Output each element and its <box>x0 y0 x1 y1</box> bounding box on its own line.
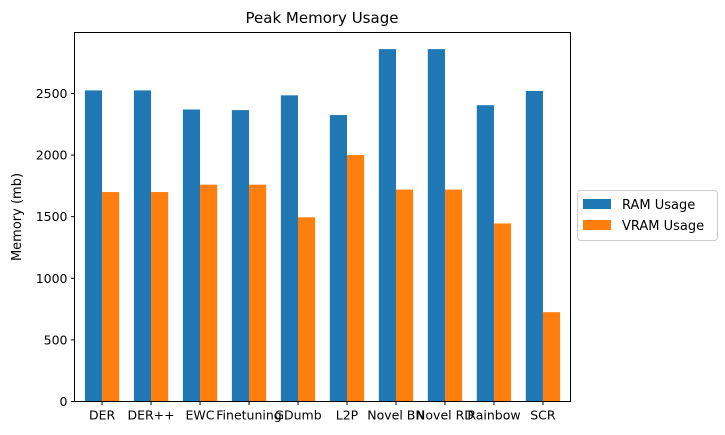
bar-ram-2 <box>182 109 201 402</box>
bar-ram-6 <box>378 49 396 402</box>
legend: RAM Usage VRAM Usage <box>577 190 718 241</box>
y-tick-label: 2500 <box>36 86 68 101</box>
y-axis-label: Memory (mb) <box>10 173 25 261</box>
y-tick-label: 2000 <box>36 148 68 163</box>
bar-ram-0 <box>84 90 103 402</box>
bar-ram-4 <box>280 95 299 402</box>
y-tick-label: 500 <box>44 332 68 347</box>
legend-swatch-vram <box>583 220 611 230</box>
bars-group <box>84 49 561 402</box>
bar-ram-9 <box>525 91 543 402</box>
y-tick-label: 0 <box>60 394 68 409</box>
x-tick-label: SCR <box>530 408 556 423</box>
bar-vram-0 <box>102 192 120 402</box>
x-tick-label: L2P <box>336 408 359 423</box>
legend-label-vram: VRAM Usage <box>622 219 704 234</box>
legend-box <box>577 190 718 241</box>
x-tick-label: GDumb <box>274 408 321 423</box>
chart-title: Peak Memory Usage <box>246 9 399 27</box>
plot-frame <box>74 32 571 402</box>
bar-vram-8 <box>493 223 512 402</box>
bar-vram-6 <box>395 189 414 402</box>
bar-vram-2 <box>200 184 218 402</box>
x-tick-label: Novel RD <box>416 408 474 423</box>
bar-ram-7 <box>427 49 445 402</box>
bar-ram-3 <box>231 110 250 402</box>
x-tick-label: Novel BN <box>367 408 424 423</box>
legend-label-ram: RAM Usage <box>622 198 695 213</box>
bar-vram-5 <box>346 155 365 402</box>
bar-ram-5 <box>329 115 347 402</box>
y-tick-label: 1000 <box>36 271 68 286</box>
bar-vram-3 <box>249 184 267 402</box>
x-tick-label: Rainbow <box>467 408 520 423</box>
x-tick-label: DER <box>89 408 116 423</box>
bar-vram-4 <box>298 217 316 402</box>
x-tick-label: Finetuning <box>216 408 281 423</box>
y-axis-ticks: 0 500 1000 1500 2000 2500 <box>36 86 75 409</box>
bar-ram-8 <box>476 105 494 402</box>
bar-vram-7 <box>444 189 463 402</box>
bar-ram-1 <box>133 90 152 402</box>
bar-vram-9 <box>542 312 561 402</box>
y-tick-label: 1500 <box>36 209 68 224</box>
x-tick-label: DER++ <box>127 408 174 423</box>
bar-vram-1 <box>151 192 169 402</box>
legend-swatch-ram <box>583 199 611 209</box>
x-tick-label: EWC <box>186 408 215 423</box>
